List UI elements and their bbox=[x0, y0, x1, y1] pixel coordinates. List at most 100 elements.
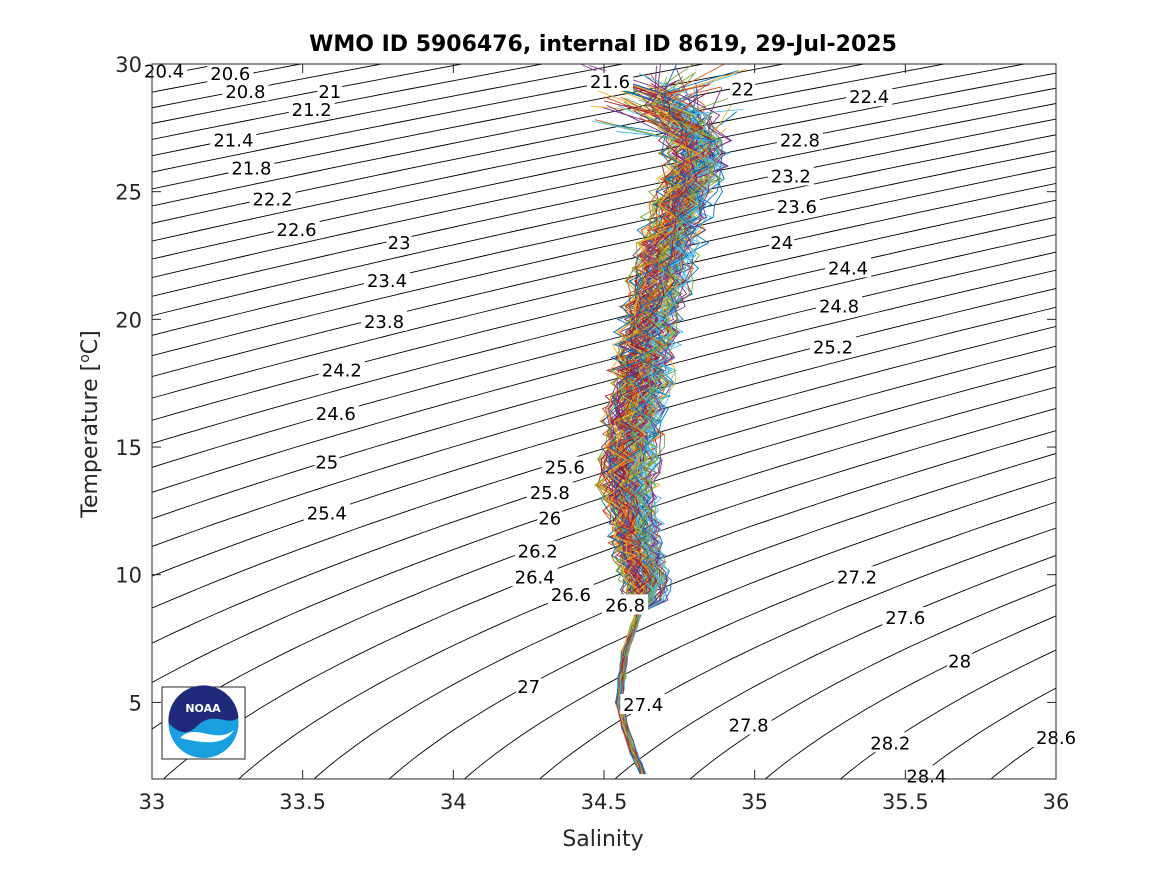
isopycnal-line bbox=[152, 326, 1056, 609]
isopycnal-label-bg bbox=[767, 165, 814, 186]
isopycnal-label: 23.4 bbox=[367, 271, 407, 292]
profile-line bbox=[617, 84, 711, 775]
x-tick-label: 33 bbox=[139, 790, 166, 814]
chart-title: WMO ID 5906476, internal ID 8619, 29-Jul… bbox=[309, 32, 897, 57]
y-axis-label-main: Temperature [ bbox=[78, 363, 103, 519]
isopycnal-line bbox=[152, 64, 786, 190]
isopycnal-label: 24.6 bbox=[316, 404, 356, 425]
isopycnal-label: 21.6 bbox=[590, 72, 630, 93]
isopycnal-line bbox=[152, 269, 1056, 520]
isopycnal-line bbox=[614, 555, 1056, 779]
profile-line bbox=[600, 64, 695, 774]
isopycnal-label-bg bbox=[516, 676, 542, 697]
isopycnal-label-bg bbox=[882, 607, 929, 628]
isopycnal-label-bg bbox=[903, 765, 950, 786]
noaa-logo-bird bbox=[168, 685, 239, 733]
noaa-logo-text: NOAA bbox=[185, 702, 221, 715]
x-tick-label: 33.5 bbox=[279, 790, 326, 814]
plot-area bbox=[152, 64, 1056, 779]
isopycnal-line bbox=[152, 166, 1056, 377]
isopycnal-label-bg bbox=[620, 693, 667, 714]
isopycnal-label: 24.4 bbox=[828, 258, 868, 279]
isopycnal-label: 25.8 bbox=[530, 483, 570, 504]
isopycnal-label: 21.4 bbox=[213, 131, 253, 152]
isopycnal-label-bg bbox=[526, 482, 573, 502]
y-axis: 5 10 15 20 25 30 bbox=[115, 53, 1056, 715]
isopycnal-label: 25 bbox=[315, 452, 338, 473]
isopycnal-line bbox=[915, 687, 1056, 779]
isopycnal-label: 25.4 bbox=[307, 503, 347, 524]
isopycnal-label: 28 bbox=[948, 652, 971, 673]
isopycnal-label: 21.8 bbox=[231, 159, 271, 180]
isopycnal-line bbox=[152, 64, 384, 109]
isopycnal-label-bg bbox=[361, 310, 407, 331]
isopycnal-line bbox=[152, 150, 1056, 357]
isopycnal-line bbox=[152, 134, 1056, 336]
isopycnal-label-bg bbox=[222, 81, 269, 102]
x-axis: 33 33.5 34 34.5 35 35.5 36 bbox=[139, 64, 1070, 814]
isopycnal-label-bg bbox=[587, 70, 633, 91]
y-axis-label-degree: o bbox=[77, 354, 93, 363]
isopycnal-label-bg bbox=[776, 129, 823, 150]
isopycnal-label-bg bbox=[867, 732, 914, 753]
isopycnal-line bbox=[152, 306, 1056, 577]
isopycnal-label: 20.4 bbox=[144, 62, 184, 83]
y-axis-label: Temperature [oC] bbox=[77, 330, 103, 518]
y-axis-label-unit: C] bbox=[78, 330, 103, 354]
isopycnal-line bbox=[152, 87, 1056, 279]
isopycnal-label-bg bbox=[846, 86, 893, 107]
x-tick-label: 34.5 bbox=[581, 790, 628, 814]
isopycnal-label: 23.8 bbox=[364, 312, 404, 333]
isopycnal-line bbox=[152, 64, 465, 124]
x-axis-label: Salinity bbox=[562, 827, 643, 852]
isopycnal-label: 26.6 bbox=[551, 585, 591, 606]
isopycnal-lines bbox=[152, 64, 1056, 779]
x-tick-label: 36 bbox=[1043, 790, 1070, 814]
x-tick-label: 35 bbox=[741, 790, 768, 814]
y-tick-label: 30 bbox=[115, 53, 142, 77]
profile-line bbox=[599, 88, 686, 775]
isopycnal-line bbox=[152, 251, 1056, 493]
isopycnal-label: 26.2 bbox=[518, 542, 558, 563]
y-tick-label: 15 bbox=[115, 436, 142, 460]
isopycnal-label: 27.8 bbox=[729, 715, 769, 736]
isopycnal-line bbox=[388, 476, 1056, 779]
isopycnal-label-bg bbox=[386, 231, 412, 252]
isopycnal-label-bg bbox=[210, 129, 257, 150]
isopycnal-label: 21 bbox=[318, 82, 341, 103]
isopycnal-line bbox=[152, 365, 1056, 684]
isopycnal-line bbox=[764, 615, 1056, 779]
isopycnal-label-bg bbox=[317, 81, 343, 102]
y-tick-label: 25 bbox=[115, 181, 142, 205]
isopycnal-line bbox=[152, 199, 1056, 421]
isopycnal-label: 21.2 bbox=[292, 100, 332, 121]
isopycnal-label-bg bbox=[773, 196, 820, 216]
isopycnal-line bbox=[152, 182, 1056, 399]
isopycnal-label-bg bbox=[537, 507, 563, 528]
isopycnal-label-bg bbox=[249, 188, 296, 209]
isopycnal-label: 28.4 bbox=[906, 766, 946, 787]
isopycnal-label: 22.4 bbox=[849, 87, 889, 108]
isopycnal-label-bg bbox=[816, 295, 862, 316]
isopycnal-label: 27 bbox=[517, 677, 540, 698]
isopycnal-line bbox=[463, 501, 1056, 779]
noaa-logo-wave bbox=[180, 730, 234, 743]
isopycnal-label: 22.8 bbox=[780, 131, 820, 152]
isopycnal-line bbox=[990, 731, 1056, 779]
isopycnal-label: 28.2 bbox=[870, 733, 910, 754]
isopycnal-label: 23.6 bbox=[777, 197, 817, 218]
isopycnal-label: 22.6 bbox=[277, 220, 317, 241]
isopycnal-label-bg bbox=[602, 594, 649, 615]
isopycnal-label: 26 bbox=[538, 509, 561, 530]
profile-line bbox=[618, 97, 723, 775]
isopycnal-label: 24.2 bbox=[322, 360, 362, 381]
isopycnal-line bbox=[313, 453, 1056, 779]
isopycnal-label-bg bbox=[207, 63, 254, 84]
isopycnal-label: 20.6 bbox=[210, 64, 250, 85]
isopycnal-label: 27.2 bbox=[837, 567, 877, 588]
isopycnal-label: 23 bbox=[388, 233, 411, 254]
isopycnal-label-bg bbox=[511, 566, 558, 587]
isopycnal-label: 26.8 bbox=[605, 595, 645, 616]
isopycnal-line bbox=[152, 64, 626, 157]
